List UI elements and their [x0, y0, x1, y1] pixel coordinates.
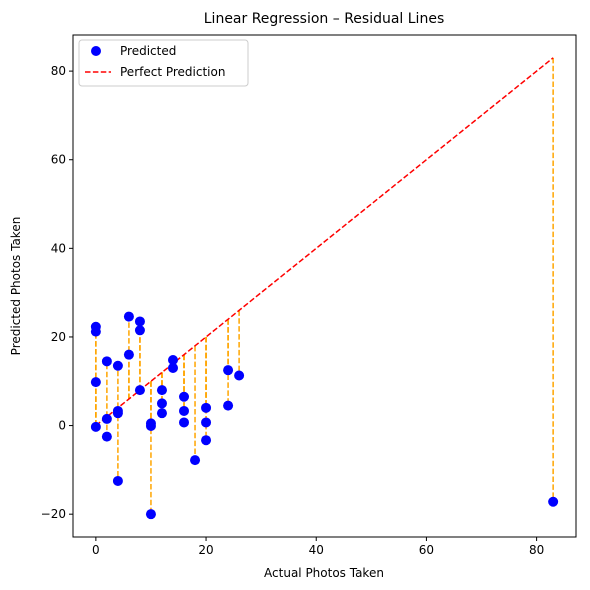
- data-point-28: [201, 402, 212, 413]
- data-point-19: [156, 385, 167, 396]
- y-tick-label: 20: [51, 330, 66, 344]
- y-tick-label: 0: [58, 419, 66, 433]
- data-point-27: [190, 455, 201, 466]
- data-point-9: [112, 408, 123, 419]
- x-tick-label: 20: [198, 543, 213, 557]
- y-axis: −20 0 20 40 60 80: [41, 64, 73, 521]
- data-point-20: [156, 398, 167, 409]
- legend-label-predicted: Predicted: [120, 44, 176, 58]
- data-point-18: [145, 509, 156, 520]
- data-point-34: [548, 496, 559, 507]
- data-point-21: [156, 408, 167, 419]
- data-point-7: [112, 360, 123, 371]
- data-point-31: [223, 365, 234, 376]
- y-tick-label: 60: [51, 153, 66, 167]
- data-point-25: [179, 405, 190, 416]
- data-point-22: [167, 354, 178, 365]
- data-point-3: [90, 421, 101, 432]
- chart-title: Linear Regression – Residual Lines: [204, 11, 444, 27]
- y-tick-label: 40: [51, 241, 66, 255]
- data-point-29: [201, 417, 212, 428]
- y-tick-label: 80: [51, 64, 66, 78]
- legend-label-perfect-prediction: Perfect Prediction: [120, 65, 225, 79]
- x-tick-label: 40: [309, 543, 324, 557]
- data-point-1: [90, 326, 101, 337]
- data-point-10: [112, 475, 123, 486]
- data-point-4: [101, 356, 112, 367]
- data-point-2: [90, 377, 101, 388]
- x-tick-label: 60: [419, 543, 434, 557]
- legend: Predicted Perfect Prediction: [78, 39, 249, 87]
- axes-frame: [72, 34, 577, 538]
- data-point-32: [223, 400, 234, 411]
- data-point-13: [134, 316, 145, 327]
- data-point-15: [134, 385, 145, 396]
- y-tick-label: −20: [41, 507, 66, 521]
- plot-area: [90, 57, 559, 520]
- x-tick-label: 0: [92, 543, 100, 557]
- y-axis-label: Predicted Photos Taken: [9, 217, 23, 356]
- data-point-30: [201, 435, 212, 446]
- data-point-6: [101, 431, 112, 442]
- x-tick-label: 80: [529, 543, 544, 557]
- data-point-11: [123, 311, 134, 322]
- x-axis: 0 20 40 60 80: [92, 537, 544, 557]
- data-point-33: [234, 370, 245, 381]
- data-point-12: [123, 349, 134, 360]
- legend-marker-predicted: [91, 46, 101, 56]
- data-point-5: [101, 413, 112, 424]
- data-point-24: [179, 391, 190, 402]
- data-point-14: [134, 325, 145, 336]
- data-point-17: [145, 421, 156, 432]
- x-axis-label: Actual Photos Taken: [264, 566, 384, 580]
- data-point-26: [179, 417, 190, 428]
- data-point-23: [167, 362, 178, 373]
- legend-box: [78, 39, 249, 87]
